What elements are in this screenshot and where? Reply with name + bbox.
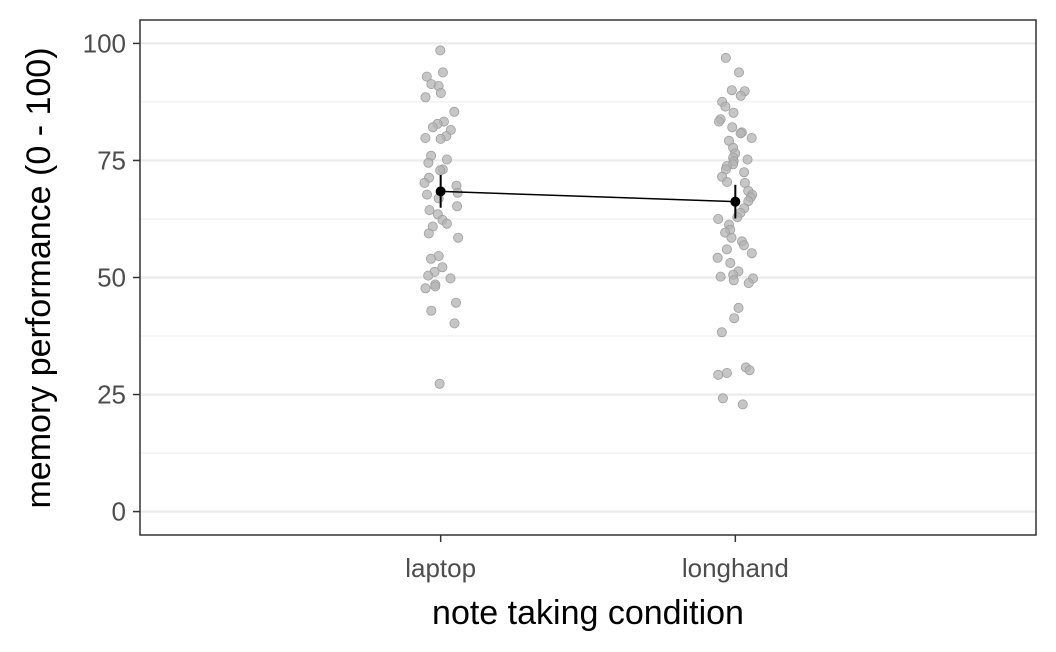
data-point xyxy=(435,88,446,99)
data-point xyxy=(421,71,432,82)
data-point xyxy=(441,218,452,229)
data-point xyxy=(425,253,436,264)
data-point xyxy=(713,213,724,224)
data-point xyxy=(735,90,746,101)
x-tick-label: laptop xyxy=(405,553,476,583)
major-gridlines xyxy=(140,42,1036,513)
data-point xyxy=(423,270,434,281)
data-point xyxy=(423,157,434,168)
data-point xyxy=(727,122,738,133)
x-axis-title: note taking condition xyxy=(432,594,744,632)
data-point xyxy=(420,283,431,294)
mean-point xyxy=(730,196,741,207)
y-tick-label: 25 xyxy=(97,380,126,410)
data-point xyxy=(734,67,745,78)
data-point xyxy=(420,132,431,143)
data-point xyxy=(738,240,749,251)
data-point xyxy=(726,85,737,96)
summary-layer xyxy=(435,174,741,219)
data-point xyxy=(713,369,724,380)
data-point xyxy=(450,297,461,308)
data-point xyxy=(732,212,743,223)
data-point xyxy=(744,365,755,376)
data-point xyxy=(437,67,448,78)
data-point xyxy=(733,302,744,313)
data-point xyxy=(728,107,739,118)
data-point xyxy=(441,154,452,165)
data-point xyxy=(434,378,445,389)
mean-point xyxy=(435,186,446,197)
data-point xyxy=(742,154,753,165)
data-point xyxy=(435,133,446,144)
data-point xyxy=(722,176,733,187)
x-tick-label: longhand xyxy=(682,553,789,583)
data-point xyxy=(725,257,736,268)
data-point xyxy=(743,278,754,289)
data-point xyxy=(427,122,438,133)
data-point xyxy=(746,132,757,143)
data-point xyxy=(717,393,728,404)
data-point xyxy=(435,45,446,56)
data-point xyxy=(430,281,441,292)
x-axis: laptop longhand xyxy=(405,535,789,583)
data-point xyxy=(426,305,437,316)
mean-line xyxy=(440,190,736,203)
data-point xyxy=(737,399,748,410)
data-point xyxy=(721,367,732,378)
data-point xyxy=(726,232,737,243)
data-point xyxy=(449,318,460,329)
data-point xyxy=(423,228,434,239)
data-points xyxy=(419,45,759,410)
data-point xyxy=(421,189,432,200)
y-tick-label: 100 xyxy=(83,28,126,58)
y-axis: 0 25 50 75 100 xyxy=(83,28,140,527)
minor-gridlines xyxy=(140,101,1036,454)
data-point xyxy=(735,128,746,139)
data-point xyxy=(721,244,732,255)
data-point xyxy=(452,201,463,212)
data-point xyxy=(437,262,448,273)
y-axis-title: memory performance (0 - 100) xyxy=(20,47,58,508)
data-point xyxy=(449,106,460,117)
data-point xyxy=(419,177,430,188)
data-point xyxy=(729,313,740,324)
data-point xyxy=(720,52,731,63)
data-point xyxy=(739,167,750,178)
y-tick-label: 0 xyxy=(112,497,126,527)
data-point xyxy=(746,248,757,259)
y-tick-label: 50 xyxy=(97,263,126,293)
data-point xyxy=(715,271,726,282)
data-point xyxy=(716,327,727,338)
data-point xyxy=(712,252,723,263)
data-point xyxy=(728,275,739,286)
data-point xyxy=(420,92,431,103)
data-point xyxy=(720,101,731,112)
data-point xyxy=(714,116,725,127)
y-tick-label: 75 xyxy=(97,145,126,175)
data-point xyxy=(453,232,464,243)
data-point xyxy=(445,273,456,284)
data-point xyxy=(435,165,446,176)
data-point xyxy=(424,205,435,216)
